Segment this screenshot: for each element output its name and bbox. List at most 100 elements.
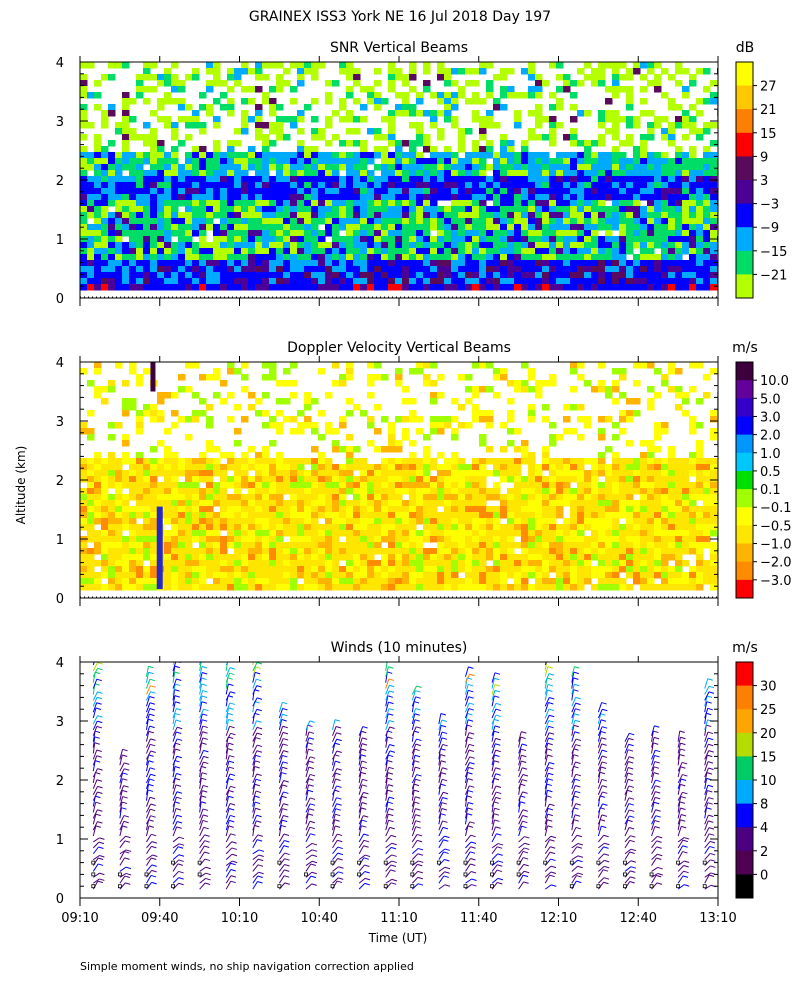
- wind-barb: [465, 834, 472, 843]
- colorbar-label: 20: [760, 727, 777, 742]
- wind-barb: [252, 858, 259, 866]
- wind-barb: [172, 719, 177, 730]
- wind-barb-flag: [575, 785, 581, 788]
- wind-barb: [199, 719, 203, 730]
- wind-barb: [119, 857, 126, 866]
- wind-barb: [145, 696, 150, 707]
- wind-barb-flag: [679, 730, 685, 733]
- calm-marker: [569, 860, 574, 865]
- wind-barb: [544, 874, 551, 884]
- wind-barb-flag: [707, 731, 714, 735]
- wind-barb-flag: [522, 820, 528, 824]
- wind-barb: [571, 859, 578, 866]
- wind-barb: [464, 708, 470, 719]
- wind-barb-flag: [628, 785, 635, 788]
- wind-barb-flag: [599, 819, 606, 822]
- wind-barb: [704, 814, 709, 825]
- wind-barb: [597, 803, 603, 813]
- wind-barb-flag: [444, 871, 450, 874]
- wind-barb: [385, 754, 389, 766]
- wind-barb-flag: [176, 791, 183, 794]
- calm-marker: [649, 884, 654, 889]
- wind-barb: [358, 877, 366, 884]
- wind-barb-flag: [629, 732, 635, 736]
- wind-barb: [385, 882, 392, 890]
- wind-barb-flag: [654, 819, 660, 823]
- wind-barb: [518, 743, 523, 754]
- wind-barb-flag: [309, 797, 316, 800]
- wind-barb: [225, 786, 231, 795]
- wind-barb-flag: [469, 762, 475, 765]
- wind-barb: [465, 762, 470, 772]
- colorbar-label: 1.0: [760, 447, 781, 462]
- wind-barb-flag: [444, 866, 451, 870]
- wind-barb: [332, 732, 337, 742]
- wind-barb-flag: [415, 778, 421, 782]
- wind-barb: [225, 691, 231, 701]
- wind-barb: [464, 767, 470, 778]
- wind-barb-flag: [334, 789, 340, 793]
- wind-barb-flag: [441, 808, 447, 811]
- wind-barb-flag: [387, 736, 393, 739]
- wind-barb: [651, 725, 655, 736]
- wind-barb: [544, 708, 550, 719]
- wind-barb-flag: [361, 730, 367, 734]
- wind-barb-flag: [521, 731, 527, 734]
- wind-barb: [92, 749, 98, 760]
- wind-barb-flag: [337, 846, 343, 850]
- wind-barb: [225, 726, 231, 736]
- wind-barb-flag: [147, 789, 154, 792]
- panel-2: Doppler Velocity Vertical Beams01234m/s1…: [56, 340, 792, 607]
- wind-barb: [544, 762, 550, 772]
- wind-barb-flag: [603, 846, 609, 849]
- wind-barb-flag: [257, 864, 264, 867]
- wind-barb: [438, 731, 443, 742]
- wind-barb: [704, 785, 709, 795]
- wind-barb: [597, 743, 603, 754]
- wind-barb-flag: [653, 801, 660, 805]
- wind-barb: [172, 843, 180, 849]
- colorbar-label: 21: [760, 103, 777, 118]
- wind-barb-flag: [655, 815, 661, 818]
- wind-barb: [385, 695, 389, 707]
- wind-barb: [385, 702, 389, 713]
- wind-barb-flag: [389, 796, 395, 800]
- wind-barb-flag: [254, 795, 260, 798]
- wind-barb-flag: [497, 846, 503, 849]
- wind-barb-flag: [599, 771, 606, 775]
- calm-marker: [490, 872, 494, 877]
- wind-barb-flag: [444, 848, 450, 851]
- wind-barb: [651, 791, 656, 801]
- wind-barb: [225, 862, 232, 872]
- y-tick-label: 2: [56, 774, 64, 789]
- colorbar-label: 25: [760, 703, 777, 718]
- wind-barb: [332, 833, 338, 843]
- wind-barb-flag: [576, 846, 583, 849]
- wind-barb: [411, 779, 416, 790]
- wind-barb-flag: [549, 697, 555, 700]
- wind-barb-flag: [415, 826, 421, 829]
- wind-barb: [92, 809, 98, 819]
- wind-barb-flag: [603, 881, 609, 885]
- wind-barb-flag: [627, 789, 633, 793]
- wind-barb-flag: [97, 880, 103, 884]
- wind-barb: [225, 860, 233, 866]
- wind-barb: [677, 801, 681, 813]
- wind-barb-flag: [257, 881, 263, 884]
- wind-barb-flag: [281, 719, 287, 722]
- wind-barb: [145, 825, 150, 837]
- wind-barb-flag: [601, 743, 607, 746]
- wind-barb: [199, 785, 204, 795]
- wind-barb-flag: [388, 813, 394, 817]
- wind-barb: [571, 697, 577, 707]
- wind-barb-flag: [550, 835, 556, 839]
- colorbar-swatch: [736, 803, 753, 828]
- wind-barb-flag: [600, 713, 606, 716]
- wind-barb: [624, 866, 632, 872]
- wind-barb: [624, 819, 629, 831]
- wind-barb-flag: [548, 673, 555, 676]
- wind-barb-flag: [174, 665, 180, 669]
- wind-barb-flag: [176, 826, 182, 829]
- wind-barb: [544, 808, 549, 819]
- wind-barb-flag: [444, 884, 451, 887]
